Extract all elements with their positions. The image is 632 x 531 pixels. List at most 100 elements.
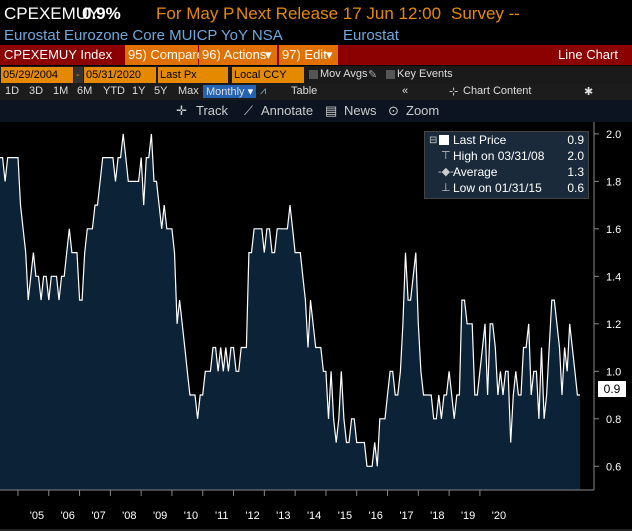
calendar-icon[interactable]: ▦ [146, 69, 157, 81]
x-tick-label: '17 [399, 510, 413, 522]
x-tick-label: '18 [430, 510, 444, 522]
subtitle-bar: Eurostat Eurozone Core MUICP YoY NSA Eur… [0, 27, 632, 45]
field-select[interactable]: Last Px [158, 67, 228, 83]
edit-label: 97) Edit [282, 47, 327, 62]
track-button[interactable]: Track [196, 103, 229, 118]
chart-content-icon: ⊹ [449, 86, 459, 98]
x-tick-label: '19 [461, 510, 475, 522]
y-tick-label: 1.8 [606, 176, 621, 188]
period-1d[interactable]: 1D [5, 85, 20, 97]
x-tick-label: '05 [30, 510, 44, 522]
last-price-swatch [439, 135, 449, 145]
currency-select[interactable]: Local CCY [232, 67, 304, 83]
y-tick-label: 1.6 [606, 224, 621, 236]
tools-bar: ✛ Track ⟋ Annotate ▤ News ⊙ Zoom [0, 100, 632, 122]
frequency-label: Monthly [206, 86, 245, 98]
mov-avgs-label: Mov Avgs [320, 68, 368, 80]
x-tick-label: '12 [245, 510, 259, 522]
y-tick-label: 0.6 [606, 461, 621, 473]
period-1y[interactable]: 1Y [132, 85, 146, 97]
collapse-left-icon[interactable]: « [402, 85, 409, 97]
x-tick-label: '20 [492, 510, 506, 522]
annotate-icon: ⟋ [244, 103, 254, 118]
last-value-badge: 0.9 [598, 381, 626, 397]
x-tick-label: '13 [276, 510, 290, 522]
last-value: 0.9% [82, 4, 121, 23]
chevron-down-icon: ▾ [326, 47, 333, 62]
period-bar: 1D 3D 1M 6M YTD 1Y 5Y Max Monthly ▾ ⩘ Ta… [0, 84, 632, 100]
legend-low-label: Low on 01/31/15 [453, 181, 542, 195]
actions-label: 96) Actions [202, 47, 267, 62]
high-icon: ⊤ [441, 150, 451, 162]
low-icon: ⊥ [441, 182, 451, 194]
legend-last-price-label: Last Price [453, 133, 507, 147]
pencil-icon: ✎ [368, 69, 378, 81]
x-tick-label: '10 [184, 510, 198, 522]
x-tick-label: '15 [338, 510, 352, 522]
end-date-input[interactable]: 05/31/2020 [84, 67, 156, 83]
news-button[interactable]: News [344, 103, 377, 118]
index-label: CPEXEMUY Index [4, 47, 113, 62]
compare-button[interactable]: 95) Compare [125, 45, 204, 65]
annotate-button[interactable]: Annotate [261, 103, 314, 118]
zoom-icon: ⊙ [388, 103, 399, 118]
y-tick-label: 1.2 [606, 319, 621, 331]
period-5y[interactable]: 5Y [154, 85, 168, 97]
y-tick-label: 1.0 [606, 366, 621, 378]
x-tick-label: '07 [91, 510, 105, 522]
legend-high-value: 2.0 [567, 149, 584, 163]
line-chart-icon[interactable]: ⩘ [260, 85, 267, 97]
crosshair-icon: ✛ [176, 103, 187, 118]
controls-bar: 05/29/2004 - 05/31/2020 ▦ Last Px Local … [0, 66, 632, 84]
x-tick-label: '16 [369, 510, 383, 522]
legend-average-label: Average [453, 165, 498, 179]
period-1m[interactable]: 1M [53, 85, 69, 97]
legend-last-price-value: 0.9 [567, 133, 584, 147]
edit-button[interactable]: 97) Edit ▾ [279, 45, 338, 65]
legend-low-value: 0.6 [567, 181, 584, 195]
line-chart[interactable]: 0.6 0.8 1.0 1.2 1.4 1.6 1.8 2.0 '05 '06 '07 '08 '09 '… [0, 122, 632, 531]
collapse-icon[interactable]: ⊟ [429, 135, 438, 146]
x-tick-label: '08 [122, 510, 136, 522]
header-bar: CPEXEMUY 0.9% For May P Next Release 17 … [0, 0, 632, 28]
mov-avgs-checkbox[interactable] [309, 70, 318, 79]
chart-content-button[interactable]: Chart Content [463, 85, 532, 97]
legend-high-label: High on 03/31/08 [453, 149, 545, 163]
news-icon: ▤ [325, 103, 338, 118]
x-tick-label: '11 [215, 510, 229, 522]
average-icon: -◆- [438, 166, 454, 178]
period-ytd[interactable]: YTD [103, 85, 125, 97]
table-button[interactable]: Table [291, 85, 318, 97]
period-max[interactable]: Max [178, 85, 199, 97]
index-field[interactable]: CPEXEMUY Index [0, 45, 124, 65]
series-line [0, 133, 580, 467]
actions-button[interactable]: 96) Actions ▾ [199, 45, 277, 65]
compare-label: 95) Compare [128, 47, 204, 62]
series-name: Eurostat Eurozone Core MUICP YoY NSA [4, 27, 283, 44]
x-tick-label: '14 [307, 510, 321, 522]
start-date-input[interactable]: 05/29/2004 [1, 67, 73, 83]
key-events-label: Key Events [397, 68, 453, 80]
toolbar: CPEXEMUY Index 95) Compare 96) Actions ▾… [0, 45, 632, 65]
source-name: Eurostat [343, 27, 399, 44]
zoom-button[interactable]: Zoom [406, 103, 440, 118]
period-6m[interactable]: 6M [77, 85, 93, 97]
ticker-label: CPEXEMUY [4, 4, 100, 23]
y-tick-label: 2.0 [606, 129, 621, 141]
frequency-select[interactable]: Monthly ▾ [203, 85, 257, 98]
chevron-down-icon: ▾ [265, 47, 272, 62]
gear-icon[interactable]: ✱ [584, 86, 594, 98]
chart-type-label: Line Chart [558, 47, 618, 62]
next-release: Next Release 17 Jun 12:00 [236, 4, 442, 23]
for-period: For May P [156, 4, 235, 23]
period-3d[interactable]: 3D [29, 85, 44, 97]
y-tick-label: 0.8 [606, 414, 621, 426]
y-tick-label: 1.4 [606, 271, 621, 283]
chart-legend: ⊟ Last Price 0.9 ⊤ High on 03/31/08 2.0 … [424, 131, 589, 199]
x-tick-label: '09 [153, 510, 167, 522]
x-tick-label: '06 [61, 510, 75, 522]
date-separator: - [74, 67, 83, 83]
key-events-checkbox[interactable] [386, 70, 395, 79]
legend-average-value: 1.3 [567, 165, 584, 179]
area-fill [0, 133, 580, 490]
